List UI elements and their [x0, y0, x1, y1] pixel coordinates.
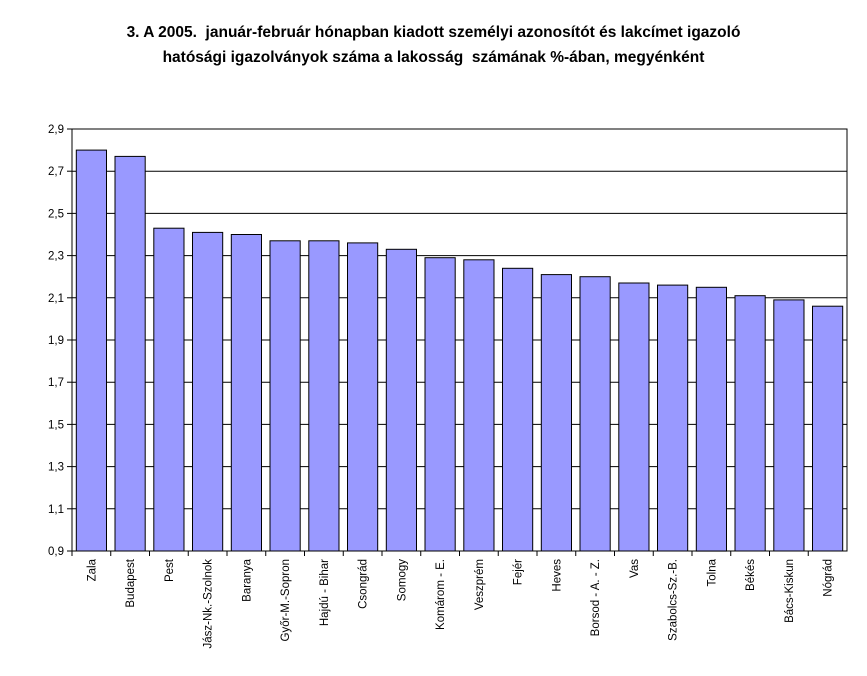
- bar: [812, 305, 844, 552]
- y-tick-label: 1,9: [48, 335, 64, 347]
- x-tick-label: Budapest: [125, 558, 137, 607]
- chart-title-line-1: 3. A 2005. január-február hónapban kiado…: [126, 24, 741, 41]
- bar: [75, 149, 108, 552]
- x-tick-label: Pest: [164, 558, 176, 582]
- bar: [773, 299, 805, 552]
- bar: [192, 231, 224, 552]
- y-tick-label: 1,3: [48, 462, 64, 474]
- x-tick-label: Somogy: [396, 559, 408, 601]
- x-tick-label: Borsod - A. - Z.: [590, 559, 602, 636]
- bar: [114, 155, 146, 552]
- chart-title: 3. A 2005. január-február hónapban kiado…: [0, 20, 867, 70]
- bar: [230, 234, 263, 552]
- bar: [424, 257, 456, 552]
- gridlines: [72, 128, 847, 510]
- x-tick-label: Baranya: [241, 558, 253, 601]
- x-tick-label: Heves: [551, 559, 563, 592]
- y-tick-label: 2,3: [48, 251, 64, 263]
- bar: [347, 242, 379, 552]
- y-tick-label: 0,9: [48, 546, 64, 558]
- bar: [618, 282, 650, 552]
- y-tick-label: 2,5: [48, 208, 64, 220]
- x-tick-label: Győr-M.-Sopron: [280, 559, 292, 641]
- chart-title-line-2: hatósági igazolványok száma a lakosság s…: [162, 49, 705, 66]
- x-tick-label: Szabolcs-Sz.-B.: [668, 559, 680, 641]
- x-tick-label: Vas: [629, 559, 641, 578]
- x-tick-label: Veszprém: [474, 559, 486, 610]
- x-tick-label: Bács-Kiskun: [784, 559, 796, 623]
- y-tick-label: 2,7: [48, 166, 64, 178]
- bars: [75, 149, 844, 552]
- bar: [734, 295, 766, 552]
- bar: [385, 248, 417, 552]
- x-tick-label: Hajdú - Bihar: [319, 559, 331, 626]
- x-tick-label: Komárom - E.: [435, 559, 447, 630]
- x-tick-label: Tolna: [706, 558, 718, 586]
- bar: [153, 227, 185, 552]
- x-tick-label: Nógrád: [823, 559, 835, 597]
- y-tick-labels: 0,9 1,1 1,3 1,5 1,7 1,9 2,1 2,3 2,5 2,7 2,9: [48, 124, 64, 558]
- bar: [269, 240, 301, 552]
- x-tick-label: Fejér: [513, 559, 525, 585]
- y-tick-label: 1,1: [48, 504, 64, 516]
- y-tick-label: 1,5: [48, 419, 64, 431]
- bar: [502, 267, 534, 552]
- bar: [657, 284, 689, 552]
- y-tick-label: 2,1: [48, 293, 64, 305]
- axes: [67, 128, 848, 556]
- x-tick-label: Csongrád: [358, 559, 370, 609]
- bar: [695, 286, 727, 552]
- x-tick-label: Békés: [745, 559, 757, 591]
- bar: [579, 276, 611, 552]
- bar: [540, 274, 572, 552]
- x-tick-labels: Zala Budapest Pest Jász-Nk.-Szolnok Baranya G…: [86, 558, 834, 648]
- bar: [308, 240, 340, 552]
- bar: [463, 259, 495, 552]
- y-tick-label: 1,7: [48, 377, 64, 389]
- x-tick-label: Zala: [86, 558, 98, 581]
- x-tick-label: Jász-Nk.-Szolnok: [203, 559, 215, 649]
- y-tick-label: 2,9: [48, 124, 64, 136]
